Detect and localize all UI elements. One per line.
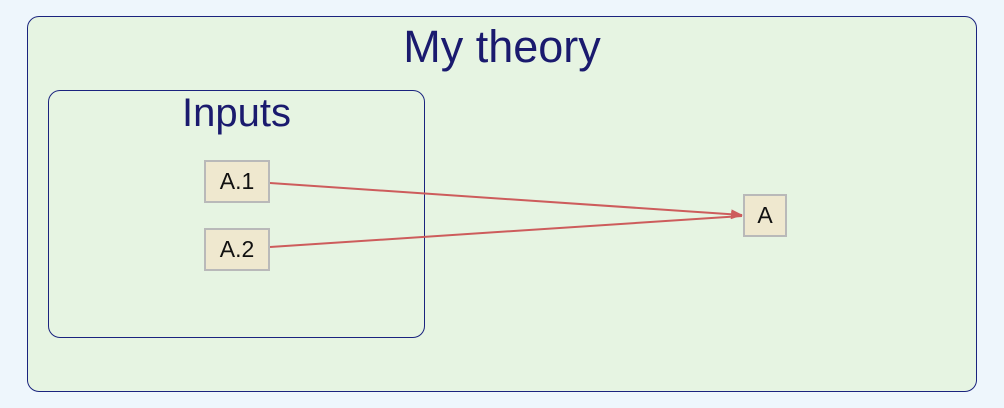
cluster-inputs: Inputs — [48, 90, 425, 338]
cluster-title-inputs: Inputs — [182, 91, 291, 135]
node-a1-label: A.1 — [219, 168, 255, 194]
node-a-label: A — [757, 202, 773, 228]
node-a2-label: A.2 — [219, 236, 255, 262]
node-a[interactable]: A — [743, 194, 787, 237]
node-a1[interactable]: A.1 — [204, 160, 270, 203]
cluster-title-my-theory: My theory — [403, 21, 601, 72]
node-a2[interactable]: A.2 — [204, 228, 270, 271]
